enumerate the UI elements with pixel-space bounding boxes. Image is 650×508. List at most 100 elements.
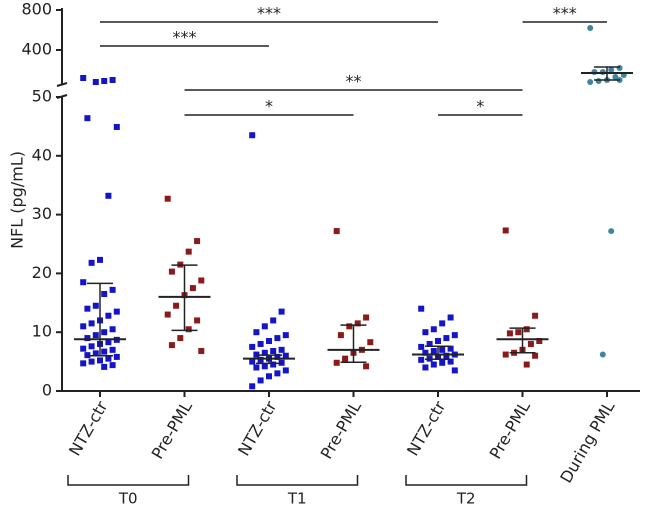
data-point <box>612 74 619 80</box>
data-point <box>109 326 116 333</box>
data-point <box>194 317 201 324</box>
group-label: T2 <box>456 490 476 508</box>
data-point <box>274 335 281 342</box>
data-point <box>274 353 281 360</box>
y-tick-label: 400 <box>21 40 52 59</box>
data-point <box>595 78 602 84</box>
data-point <box>80 75 87 81</box>
y-tick-label: 40 <box>32 145 52 164</box>
x-tick-label: NTZ-ctr <box>234 397 281 459</box>
data-point <box>282 352 289 359</box>
data-point <box>523 326 530 333</box>
x-tick-label: Pre-PML <box>317 398 365 463</box>
x-tick-label: NTZ-ctr <box>403 397 450 459</box>
significance-label: ** <box>346 72 362 91</box>
data-point <box>80 345 87 352</box>
data-point <box>608 228 615 235</box>
data-point <box>249 343 256 350</box>
data-point <box>337 332 344 339</box>
data-point <box>439 346 446 353</box>
data-point <box>253 329 260 336</box>
data-point <box>173 302 180 309</box>
data-point <box>342 355 349 362</box>
data-point <box>333 228 340 235</box>
x-tick-label: NTZ-ctr <box>65 397 112 459</box>
significance-label: *** <box>257 4 281 23</box>
data-point <box>451 332 458 339</box>
data-point <box>84 335 91 342</box>
data-point <box>189 285 196 292</box>
data-point <box>257 377 264 384</box>
data-point <box>523 361 530 368</box>
data-point <box>270 348 277 355</box>
data-point <box>430 361 437 368</box>
data-point <box>261 349 268 356</box>
data-point <box>506 330 513 337</box>
data-point <box>422 349 429 356</box>
data-point <box>198 348 205 355</box>
data-point <box>527 340 534 347</box>
data-point <box>80 279 87 286</box>
significance-label: *** <box>553 4 577 23</box>
data-point <box>92 79 99 85</box>
data-point <box>346 323 353 330</box>
data-point <box>105 339 112 346</box>
data-point <box>185 248 192 255</box>
data-point <box>84 305 91 312</box>
data-point <box>253 364 260 371</box>
data-point <box>88 358 95 365</box>
data-point <box>105 355 112 362</box>
data-point <box>105 312 112 319</box>
data-point <box>270 361 277 368</box>
data-point <box>109 286 116 293</box>
data-point <box>92 350 99 357</box>
data-point <box>88 320 95 327</box>
data-point <box>80 323 87 330</box>
data-point <box>113 353 120 360</box>
data-point <box>261 363 268 370</box>
data-point <box>418 343 425 350</box>
data-point <box>101 78 108 84</box>
data-point <box>278 346 285 353</box>
data-point <box>249 383 256 390</box>
data-point <box>536 338 543 345</box>
data-point <box>177 335 184 342</box>
data-point <box>101 348 108 355</box>
data-point <box>608 67 615 73</box>
y-tick-label: 800 <box>21 0 52 19</box>
data-point <box>105 192 112 199</box>
data-point <box>422 329 429 336</box>
y-axis-label: NFL (pg/mL) <box>8 151 27 249</box>
data-point <box>367 339 374 346</box>
data-point <box>101 290 108 297</box>
group-bracket <box>236 475 359 486</box>
significance-label: * <box>265 97 273 116</box>
data-point <box>278 308 285 315</box>
data-point <box>443 335 450 342</box>
data-point <box>80 360 87 367</box>
y-tick-label: 0 <box>42 381 52 400</box>
data-point <box>198 277 205 284</box>
data-point <box>88 259 95 266</box>
significance-label: *** <box>173 28 197 47</box>
data-point <box>257 356 264 363</box>
data-point <box>97 256 103 263</box>
x-tick-label: During PML <box>556 398 618 487</box>
data-point <box>257 340 264 347</box>
data-point <box>164 311 171 318</box>
data-point <box>249 358 256 365</box>
group-label: T0 <box>118 490 138 508</box>
data-point <box>447 314 454 321</box>
data-point <box>426 340 433 347</box>
data-point <box>92 302 99 309</box>
group-bracket <box>67 475 190 486</box>
y-tick-label: 20 <box>32 263 52 282</box>
data-point <box>443 352 450 359</box>
data-point <box>532 312 539 319</box>
data-point <box>439 359 446 366</box>
data-point <box>113 123 120 130</box>
data-point <box>266 338 272 345</box>
y-tick-label: 10 <box>32 322 52 341</box>
data-point <box>101 363 108 370</box>
